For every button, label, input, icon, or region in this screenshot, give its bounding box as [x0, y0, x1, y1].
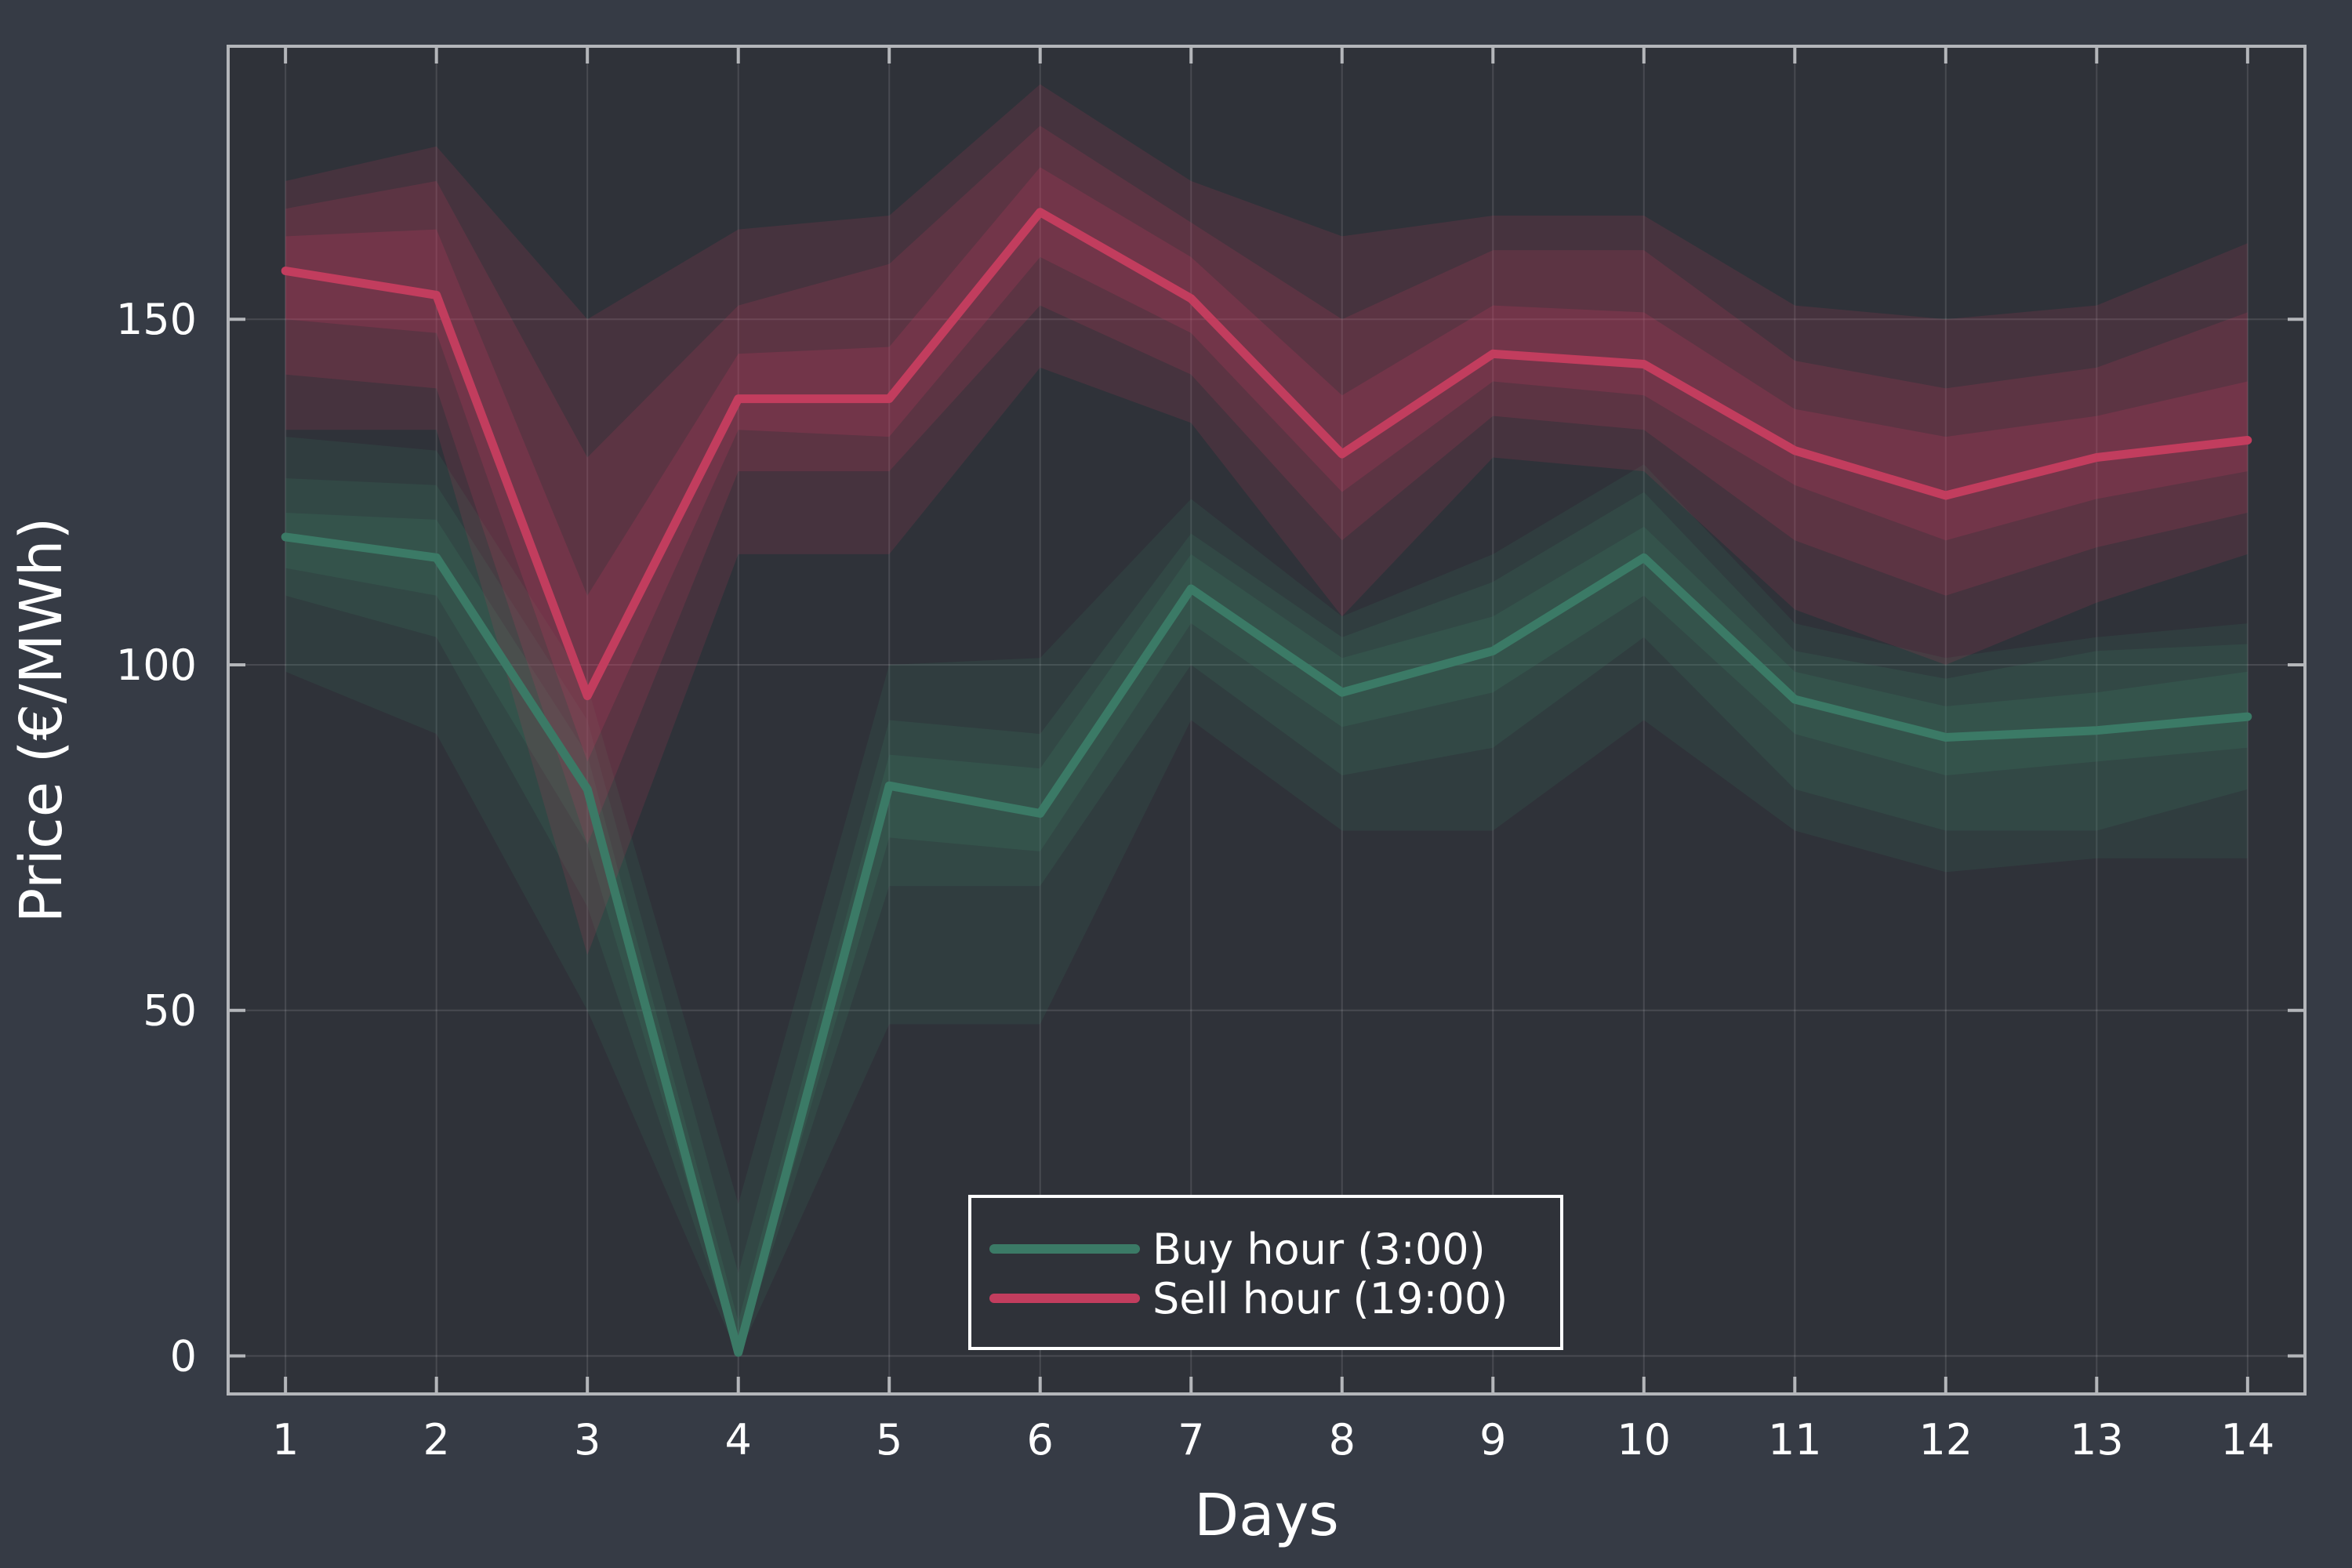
- legend-label-buy: Buy hour (3:00): [1152, 1225, 1486, 1274]
- x-axis-title: Days: [1194, 1482, 1339, 1549]
- x-tick-label: 7: [1178, 1415, 1204, 1465]
- series-line-sell: [281, 208, 2252, 701]
- grid-lines: [228, 46, 2305, 1394]
- x-tick-label: 6: [1027, 1415, 1054, 1465]
- legend-box: [968, 1195, 1563, 1350]
- band-sell: [285, 84, 2248, 956]
- band-buy: [285, 513, 2248, 1356]
- x-tick-label: 12: [1918, 1415, 1973, 1465]
- x-tick-label: 2: [423, 1415, 449, 1465]
- series-lines: [281, 208, 2252, 1357]
- x-tick-label: 11: [1768, 1415, 1822, 1465]
- x-tick-label: 9: [1479, 1415, 1506, 1465]
- x-tick-label: 10: [1617, 1415, 1671, 1465]
- band-sell: [285, 125, 2248, 845]
- series-line-buy: [281, 532, 2252, 1357]
- x-tick-label: 5: [876, 1415, 902, 1465]
- x-tick-label: 3: [574, 1415, 601, 1465]
- band-buy: [285, 478, 2248, 1356]
- plot-frame: [227, 45, 2307, 1396]
- x-tick-label: 1: [272, 1415, 299, 1465]
- legend: Buy hour (3:00) Sell hour (19:00): [968, 1195, 1563, 1350]
- x-tick-label: 13: [2070, 1415, 2124, 1465]
- y-tick-label: 0: [170, 1332, 197, 1381]
- plot-area: [228, 46, 2305, 1394]
- x-tick-label: 8: [1329, 1415, 1356, 1465]
- y-tick-label: 100: [116, 641, 197, 690]
- y-tick-label: 150: [116, 295, 197, 344]
- x-tick-label: 4: [725, 1415, 752, 1465]
- legend-label-sell: Sell hour (19:00): [1152, 1274, 1508, 1323]
- y-axis-title: Price (€/MWh): [8, 517, 75, 924]
- y-tick-label: 50: [143, 986, 197, 1036]
- x-tick-label: 14: [2220, 1415, 2274, 1465]
